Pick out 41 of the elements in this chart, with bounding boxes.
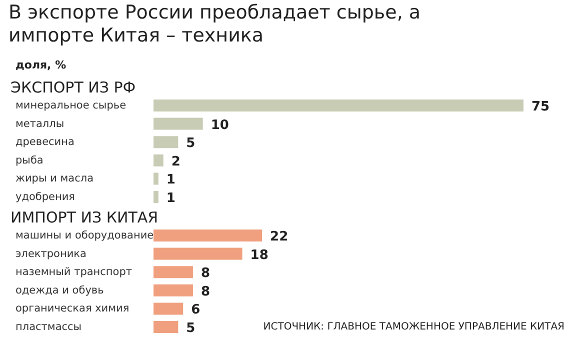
data-label: 1 xyxy=(166,191,176,206)
y-tick-label: удобрения xyxy=(16,191,76,203)
y-tick-label: древесина xyxy=(16,136,74,148)
bar xyxy=(154,100,524,112)
data-label: 5 xyxy=(186,321,196,336)
bar xyxy=(154,191,158,203)
data-label: 6 xyxy=(191,302,200,318)
y-tick-label: жиры и масла xyxy=(16,172,94,185)
data-label: 5 xyxy=(186,136,196,152)
bar xyxy=(154,266,193,278)
y-tick-label: рыба xyxy=(16,154,44,166)
y-tick-label: наземный транспорт xyxy=(16,266,132,278)
data-label: 22 xyxy=(270,230,288,244)
y-tick-label: электроника xyxy=(16,248,86,260)
data-label: 1 xyxy=(166,172,176,188)
data-label: 75 xyxy=(532,100,550,114)
bar xyxy=(154,136,178,148)
chart-title: В экспорте России преобладает сырье, а импорте Китая – техника xyxy=(8,2,421,47)
x-axis-title: ЭКСПОРТ ИЗ РФ xyxy=(10,78,136,96)
bar xyxy=(154,230,262,242)
data-label: 8 xyxy=(200,266,210,282)
data-label: 18 xyxy=(250,248,268,263)
bar xyxy=(154,172,158,185)
data-label: 8 xyxy=(200,284,210,300)
x-axis-title: ИМПОРТ ИЗ КИТАЯ xyxy=(10,208,158,226)
bar xyxy=(154,302,184,315)
text: ИСТОЧНИК: ГЛАВНОЕ ТАМОЖЕННОЕ УПРАВЛЕНИЕ КИТАЯ xyxy=(263,322,565,332)
bar xyxy=(154,284,193,296)
data-label: 10 xyxy=(210,118,229,133)
bar xyxy=(154,248,242,260)
y-tick-label: одежда и обувь xyxy=(16,284,104,296)
text: доля, % xyxy=(16,58,66,72)
bar xyxy=(154,118,203,130)
data-label: 2 xyxy=(171,154,180,170)
bar xyxy=(154,321,178,333)
y-tick-label: пластмассы xyxy=(16,321,82,333)
y-tick-label: органическая химия xyxy=(16,302,130,315)
y-tick-label: минеральное сырье xyxy=(16,100,126,112)
y-tick-label: металлы xyxy=(16,118,64,130)
y-tick-label: машины и оборудование xyxy=(16,230,154,242)
bar xyxy=(154,154,164,166)
